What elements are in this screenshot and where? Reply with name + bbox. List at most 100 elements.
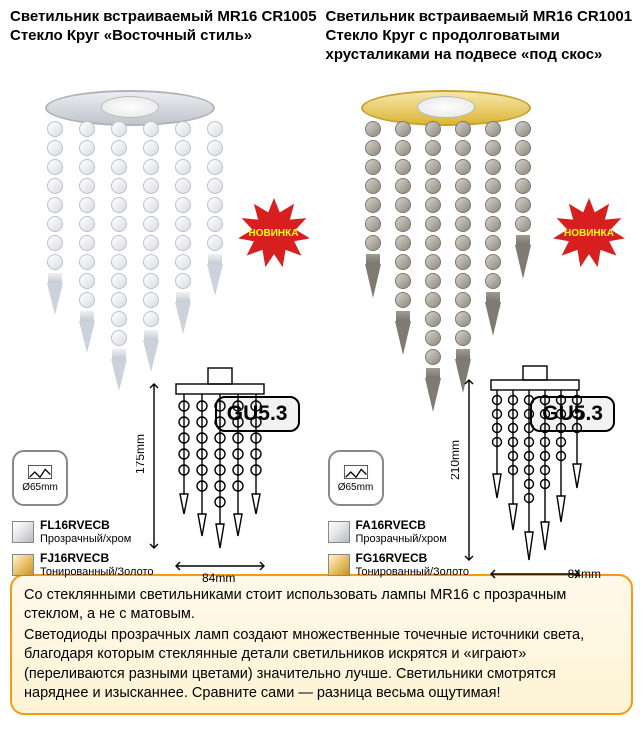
crystal-bead-icon [143, 121, 159, 137]
crystal-bead-icon [79, 178, 95, 194]
crystal-bead-icon [175, 197, 191, 213]
pendant-icon [47, 283, 63, 315]
pendant-icon [515, 245, 531, 279]
crystal-bead-icon [395, 216, 411, 232]
crystal-bead-icon [47, 140, 63, 156]
crystal-bead-icon [111, 292, 127, 308]
info-box: Со стеклянными светильниками стоит испол… [10, 574, 633, 715]
crystal-bead-icon [485, 216, 501, 232]
swatch-chrome-icon [328, 521, 350, 543]
crystal-bead-icon [175, 140, 191, 156]
bulb-icon [417, 96, 475, 118]
crystal-bead-icon [175, 159, 191, 175]
variant-code: FG16RVECB [356, 551, 470, 566]
height-label: 210mm [451, 440, 462, 480]
crystal-bead-icon [425, 273, 441, 289]
product-title: Светильник встраиваемый MR16 CR1005 Стек… [10, 8, 318, 84]
crystal-bead-icon [47, 254, 63, 270]
crystal-bead-icon [143, 292, 159, 308]
crystal-bead-icon [79, 235, 95, 251]
crystal-bead-icon [175, 273, 191, 289]
variant-desc: Тонированный/Золото [356, 566, 470, 580]
crystal-bead-icon [425, 235, 441, 251]
crystal-bead-icon [455, 235, 471, 251]
crystal-bead-icon [111, 273, 127, 289]
crystal-bead-icon [365, 140, 381, 156]
crystal-bead-icon [365, 235, 381, 251]
width-label: 84mm [202, 571, 235, 584]
product-card-2: Светильник встраиваемый MR16 CR1001 Стек… [326, 8, 634, 570]
crystal-bead-icon [47, 178, 63, 194]
crystal-bead-icon [455, 159, 471, 175]
crystal-bead-icon [485, 235, 501, 251]
crystal-bead-icon [395, 159, 411, 175]
pendant-top-icon [208, 254, 222, 264]
crystal-bead-icon [111, 197, 127, 213]
pendant-top-icon [48, 273, 62, 283]
height-label: 175mm [136, 434, 147, 474]
new-badge: НОВИНКА [238, 198, 310, 270]
crystal-bead-icon [111, 159, 127, 175]
variant-code: FJ16RVECB [40, 551, 154, 566]
crystal-bead-icon [143, 197, 159, 213]
crystal-bead-icon [143, 178, 159, 194]
crystal-bead-icon [143, 216, 159, 232]
pendant-top-icon [176, 292, 190, 302]
product-photo: НОВИНКА [10, 90, 318, 370]
pendant-top-icon [80, 311, 94, 321]
crystal-bead-icon [425, 254, 441, 270]
crystal-bead-icon [143, 235, 159, 251]
crystal-bead-icon [455, 292, 471, 308]
crystal-bead-icon [365, 197, 381, 213]
tech-drawing: 210mm 84mm [451, 364, 631, 584]
crystal-bead-icon [425, 121, 441, 137]
crystal-bead-icon [515, 197, 531, 213]
crystal-bead-icon [111, 178, 127, 194]
swatch-gold-icon [12, 554, 34, 576]
crystal-bead-icon [485, 197, 501, 213]
crystal-bead-icon [47, 159, 63, 175]
crystal-bead-icon [455, 140, 471, 156]
pendant-top-icon [144, 330, 158, 340]
crystal-bead-icon [175, 254, 191, 270]
bulb-icon [101, 96, 159, 118]
crystal-bead-icon [47, 121, 63, 137]
variant-row: FG16RVECB Тонированный/Золото [328, 551, 470, 580]
width-label: 84mm [568, 567, 601, 581]
crystal-bead-icon [111, 121, 127, 137]
crystal-bead-icon [111, 216, 127, 232]
swatch-gold-icon [328, 554, 350, 576]
crystal-bead-icon [207, 235, 223, 251]
crystal-bead-icon [47, 235, 63, 251]
crystal-bead-icon [207, 216, 223, 232]
crystal-strand [172, 118, 194, 334]
crystal-bead-icon [143, 254, 159, 270]
crystal-strand [452, 118, 474, 393]
crystal-bead-icon [143, 311, 159, 327]
crystal-bead-icon [395, 273, 411, 289]
crystal-bead-icon [515, 216, 531, 232]
pendant-icon [79, 321, 95, 353]
crystal-bead-icon [175, 235, 191, 251]
crystal-bead-icon [515, 159, 531, 175]
info-line-1: Со стеклянными светильниками стоит испол… [24, 586, 619, 624]
crystal-bead-icon [207, 197, 223, 213]
crystal-strand [76, 118, 98, 353]
crystal-bead-icon [395, 178, 411, 194]
info-line-2: Светодиоды прозрачных ламп создают множе… [24, 626, 619, 703]
crystal-bead-icon [79, 197, 95, 213]
new-badge-text: НОВИНКА [564, 229, 614, 239]
cutout-badge: Ø65mm [328, 450, 384, 506]
crystal-bead-icon [455, 273, 471, 289]
crystal-bead-icon [111, 235, 127, 251]
cutout-badge: Ø65mm [12, 450, 68, 506]
crystal-bead-icon [207, 121, 223, 137]
crystal-strand [204, 118, 226, 296]
variant-row: FA16RVECB Прозрачный/хром [328, 518, 470, 547]
crystal-bead-icon [395, 235, 411, 251]
pendant-top-icon [516, 235, 530, 245]
pendant-icon [485, 302, 501, 336]
crystal-bead-icon [79, 254, 95, 270]
crystal-strand [108, 118, 130, 391]
crystal-bead-icon [395, 121, 411, 137]
